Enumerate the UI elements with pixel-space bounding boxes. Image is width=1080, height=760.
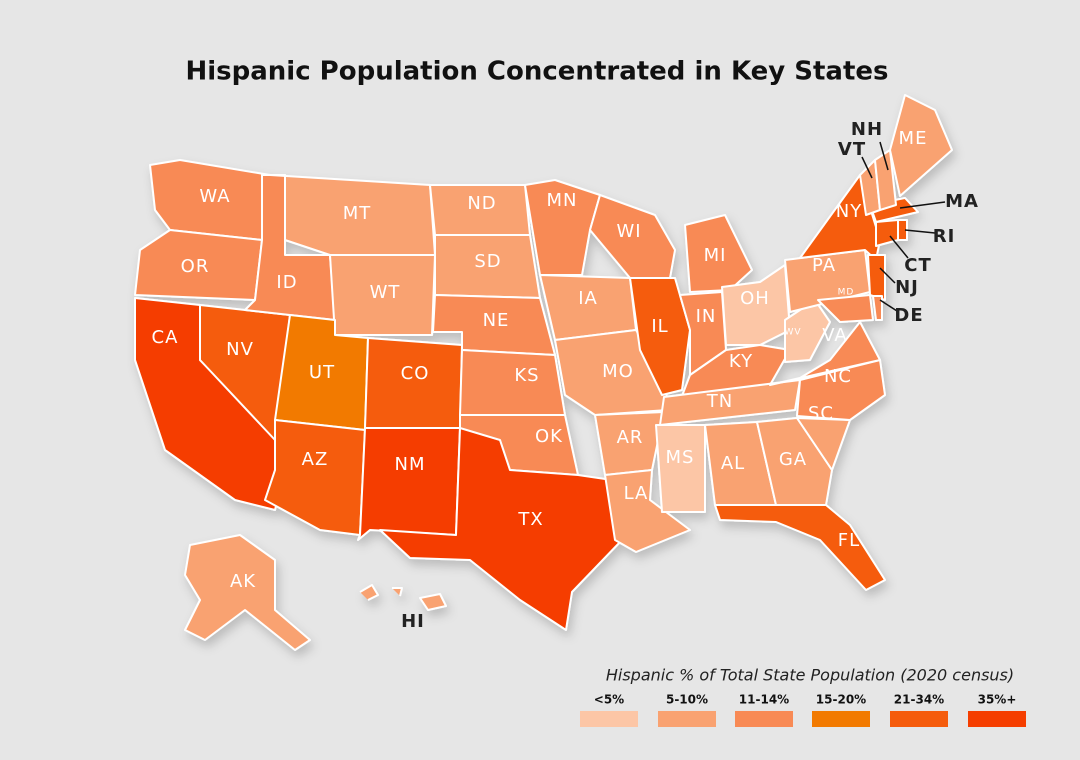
state-label: WV xyxy=(784,328,801,338)
state-label: OR xyxy=(181,256,210,277)
legend-label: 15-20% xyxy=(816,693,866,707)
state-label: SD xyxy=(474,251,501,272)
legend-swatch xyxy=(890,711,948,727)
state-label: IL xyxy=(651,316,668,337)
legend: <5% 5-10% 11-14% 15-20% 21-34% 35%+ xyxy=(580,693,1026,727)
state xyxy=(799,174,881,261)
legend-label: 35%+ xyxy=(978,693,1017,707)
legend-swatch xyxy=(658,711,716,727)
state-label: AK xyxy=(230,571,256,592)
callout-line xyxy=(899,201,946,209)
map xyxy=(134,94,953,651)
state-label: RI xyxy=(933,226,956,247)
legend-label: <5% xyxy=(594,693,624,707)
state xyxy=(357,427,461,541)
state-label: MT xyxy=(343,203,372,224)
legend-title: Hispanic % of Total State Population (20… xyxy=(606,666,1014,685)
state-label: VT xyxy=(838,139,866,160)
state xyxy=(769,321,881,386)
callout-line xyxy=(889,235,909,259)
state-label: CA xyxy=(152,327,179,348)
state-label: MS xyxy=(666,447,695,468)
legend-label: 21-34% xyxy=(894,693,944,707)
legend-label: 5-10% xyxy=(666,693,708,707)
state xyxy=(817,294,874,323)
state-label: MA xyxy=(945,191,979,212)
state-label: NY xyxy=(836,201,862,222)
state-label: MD xyxy=(838,288,855,298)
state-label: FL xyxy=(838,530,860,551)
state-label: AZ xyxy=(302,449,329,470)
state-label: PA xyxy=(812,255,836,276)
legend-swatch xyxy=(968,711,1026,727)
state-label: GA xyxy=(779,449,807,470)
state-label: OH xyxy=(740,288,770,309)
state-label: OK xyxy=(535,426,563,447)
state-label: UT xyxy=(309,362,335,383)
state-label: NM xyxy=(395,454,426,475)
state xyxy=(264,419,366,536)
state-label: WT xyxy=(370,282,401,303)
state-label: HI xyxy=(401,611,425,632)
state-label: WI xyxy=(616,221,641,242)
callout-line xyxy=(879,299,898,312)
state-label: TN xyxy=(706,391,733,412)
state xyxy=(604,469,691,553)
state xyxy=(184,534,311,651)
legend-swatch xyxy=(735,711,793,727)
state-label: LA xyxy=(624,483,649,504)
state-label: MI xyxy=(704,245,727,266)
state xyxy=(684,214,753,293)
legend-swatch xyxy=(812,711,870,727)
state xyxy=(889,94,953,197)
title: Hispanic Population Concentrated in Key … xyxy=(185,57,888,87)
state-label: IA xyxy=(578,288,598,309)
state-label: IN xyxy=(696,306,717,327)
state-label: VA xyxy=(822,325,847,346)
state-label: NC xyxy=(824,366,852,387)
callout-line xyxy=(879,141,889,171)
state-label: AL xyxy=(721,453,745,474)
state-label: KS xyxy=(514,365,539,386)
state xyxy=(874,149,897,211)
state-label: NV xyxy=(226,339,254,360)
state-label: WA xyxy=(199,186,230,207)
state-label: NH xyxy=(851,119,883,140)
state-label: NJ xyxy=(895,277,919,298)
state-label: ID xyxy=(276,272,297,293)
callout-line xyxy=(879,267,896,284)
legend-label: 11-14% xyxy=(739,693,789,707)
callout-line xyxy=(861,156,873,179)
state-label: ND xyxy=(467,193,496,214)
state-label: NE xyxy=(483,310,510,331)
state xyxy=(897,219,908,241)
state xyxy=(714,504,886,591)
state-label: CO xyxy=(401,363,430,384)
state-label: MO xyxy=(602,361,634,382)
state-label: ME xyxy=(899,128,928,149)
state-label: MN xyxy=(547,190,578,211)
state xyxy=(867,254,886,301)
state xyxy=(329,254,436,336)
callout-line xyxy=(904,229,936,234)
legend-swatch xyxy=(580,711,638,727)
state-label: AR xyxy=(617,427,644,448)
state xyxy=(872,295,883,321)
state xyxy=(379,427,623,631)
state xyxy=(655,424,706,513)
state-label: CT xyxy=(904,255,932,276)
state-label: DE xyxy=(894,305,923,326)
state xyxy=(756,417,833,506)
state-label: SC xyxy=(808,403,834,424)
state xyxy=(659,379,801,426)
state-label: TX xyxy=(517,509,543,530)
state xyxy=(629,277,691,396)
state-label: KY xyxy=(729,351,753,372)
state xyxy=(459,349,566,416)
state xyxy=(359,584,447,611)
state-labels: WA OR CA NV ID MT WT UT AZ CO NM ND SD NE KS OK TX MN IA MO… xyxy=(152,119,979,632)
